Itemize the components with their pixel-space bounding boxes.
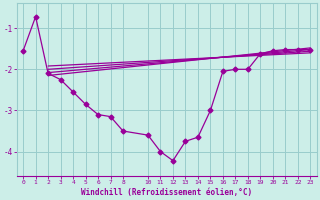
X-axis label: Windchill (Refroidissement éolien,°C): Windchill (Refroidissement éolien,°C) xyxy=(81,188,252,197)
